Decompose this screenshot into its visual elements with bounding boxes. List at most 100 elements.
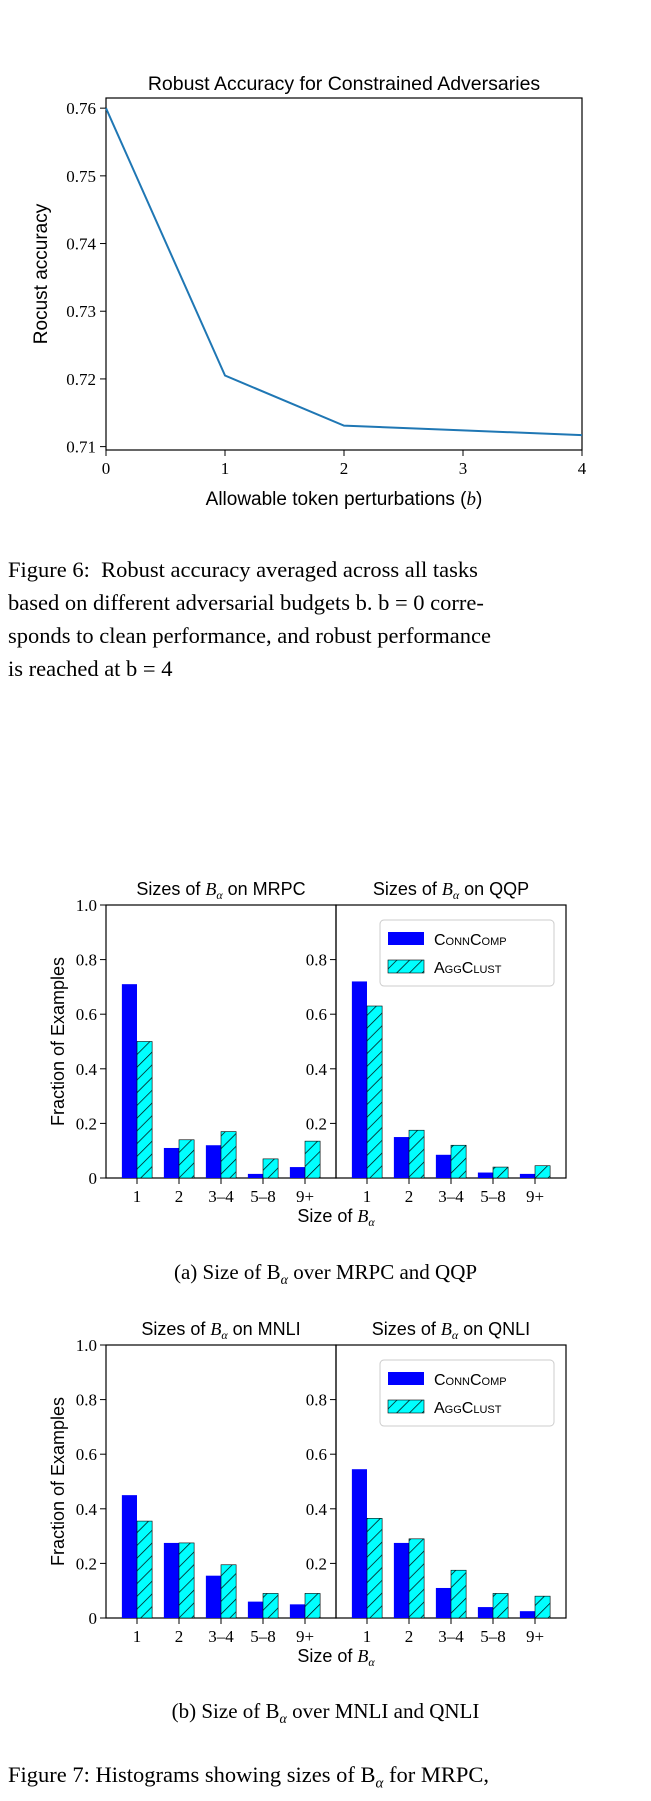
panel-title: Sizes of Bα on QNLI <box>372 1319 530 1342</box>
subcaption-a-text: (a) Size of B <box>174 1260 281 1284</box>
bar-aggclust <box>451 1570 466 1618</box>
x-axis-label: Size of Bα <box>297 1646 375 1669</box>
x-tick-label: 2 <box>405 1627 414 1646</box>
bar-conncomp <box>352 981 367 1178</box>
bar-aggclust <box>367 1518 382 1618</box>
x-tick-label: 1 <box>133 1187 142 1206</box>
y-tick-label: 0.8 <box>306 951 327 970</box>
x-tick-label: 2 <box>405 1187 414 1206</box>
legend-swatch-conncomp <box>388 932 424 945</box>
bar-conncomp <box>164 1148 179 1178</box>
y-tick-label: 0.6 <box>306 1005 327 1024</box>
bar-conncomp <box>352 1469 367 1618</box>
bar-conncomp <box>436 1588 451 1618</box>
y-tick-label: 0.75 <box>66 167 96 186</box>
y-tick-label: 1.0 <box>76 1336 97 1355</box>
y-tick-label: 0.4 <box>76 1060 98 1079</box>
figure-6-line-chart: Robust Accuracy for Constrained Adversar… <box>0 0 651 520</box>
x-tick-label: 9+ <box>296 1627 314 1646</box>
subcaption-a-alpha: α <box>281 1273 288 1288</box>
y-tick-label: 0 <box>89 1609 98 1628</box>
figure-6-caption-line-3: sponds to clean performance, and robust … <box>8 619 608 652</box>
bar-conncomp <box>122 984 137 1178</box>
bar-aggclust <box>179 1543 194 1618</box>
bar-aggclust <box>137 1042 152 1179</box>
y-tick-label: 0 <box>89 1169 98 1188</box>
chart-title: Robust Accuracy for Constrained Adversar… <box>148 73 541 95</box>
x-tick-label: 1 <box>221 459 230 478</box>
bar-conncomp <box>478 1607 493 1618</box>
bar-conncomp <box>206 1576 221 1618</box>
bar-conncomp <box>164 1543 179 1618</box>
y-tick-label: 0.8 <box>306 1391 327 1410</box>
legend-label-aggclust: AggClust <box>434 960 502 977</box>
x-tick-label: 3–4 <box>438 1627 464 1646</box>
bar-conncomp <box>248 1174 263 1178</box>
y-tick-label: 0.73 <box>66 302 96 321</box>
series-line <box>106 108 582 435</box>
figure-6-caption: Figure 6: Robust accuracy averaged acros… <box>8 553 608 685</box>
bar-aggclust <box>305 1141 320 1178</box>
figure-6-caption-line-4: is reached at b = 4 <box>8 652 608 685</box>
bar-conncomp <box>478 1173 493 1178</box>
x-tick-label: 3–4 <box>208 1187 234 1206</box>
legend-label-conncomp: ConnComp <box>434 932 507 949</box>
legend-swatch-aggclust <box>388 1400 424 1413</box>
x-tick-label: 5–8 <box>480 1627 506 1646</box>
legend-label-conncomp: ConnComp <box>434 1372 507 1389</box>
bar-aggclust <box>493 1167 508 1178</box>
x-tick-label: 4 <box>578 459 587 478</box>
y-tick-label: 0.4 <box>306 1060 328 1079</box>
bar-aggclust <box>535 1596 550 1618</box>
bar-conncomp <box>206 1145 221 1178</box>
bar-aggclust <box>221 1565 236 1618</box>
bar-aggclust <box>409 1130 424 1178</box>
x-tick-label: 1 <box>363 1627 372 1646</box>
figure-6-label: Figure 6: <box>8 557 90 582</box>
panel-title: Sizes of Bα on MNLI <box>141 1319 300 1342</box>
x-tick-label: 2 <box>340 459 349 478</box>
figure-7-caption-text: Figure 7: Histograms showing sizes of B <box>8 1762 375 1787</box>
x-axis-label: Size of Bα <box>297 1206 375 1229</box>
bar-conncomp <box>520 1611 535 1618</box>
bar-conncomp <box>122 1495 137 1618</box>
bar-aggclust <box>451 1145 466 1178</box>
bar-conncomp <box>394 1137 409 1178</box>
x-tick-label: 1 <box>363 1187 372 1206</box>
y-tick-label: 0.2 <box>76 1554 97 1573</box>
x-tick-label: 9+ <box>296 1187 314 1206</box>
y-tick-label: 0.76 <box>66 99 96 118</box>
bar-aggclust <box>179 1140 194 1178</box>
x-tick-label: 3–4 <box>208 1627 234 1646</box>
bar-conncomp <box>436 1155 451 1178</box>
plot-frame <box>106 98 582 450</box>
y-tick-label: 0.8 <box>76 951 97 970</box>
bar-aggclust <box>367 1006 382 1178</box>
bar-conncomp <box>394 1543 409 1618</box>
bar-conncomp <box>520 1174 535 1178</box>
panel-title: Sizes of Bα on MRPC <box>136 879 305 902</box>
subcaption-a: (a) Size of Bα over MRPC and QQP <box>0 1260 651 1289</box>
y-tick-label: 0.4 <box>76 1500 98 1519</box>
bar-conncomp <box>248 1602 263 1618</box>
y-tick-label: 0.74 <box>66 235 96 254</box>
y-axis-label: Rocust accuracy <box>31 203 52 344</box>
y-tick-label: 0.2 <box>76 1114 97 1133</box>
legend-swatch-aggclust <box>388 960 424 973</box>
bar-aggclust <box>137 1521 152 1618</box>
subcaption-b-tail: over MNLI and QNLI <box>287 1699 479 1723</box>
figure-6-caption-line-2: based on different adversarial budgets b… <box>8 586 608 619</box>
y-axis-label: Fraction of Examples <box>48 1397 68 1566</box>
x-tick-label: 0 <box>102 459 111 478</box>
x-tick-label: 9+ <box>526 1187 544 1206</box>
legend-swatch-conncomp <box>388 1372 424 1385</box>
figure-7-caption-tail: for MRPC, <box>383 1762 489 1787</box>
bar-conncomp <box>290 1604 305 1618</box>
bar-aggclust <box>535 1166 550 1178</box>
y-tick-label: 0.4 <box>306 1500 328 1519</box>
bar-aggclust <box>263 1593 278 1618</box>
legend-label-aggclust: AggClust <box>434 1400 502 1417</box>
panel-title: Sizes of Bα on QQP <box>373 879 529 902</box>
